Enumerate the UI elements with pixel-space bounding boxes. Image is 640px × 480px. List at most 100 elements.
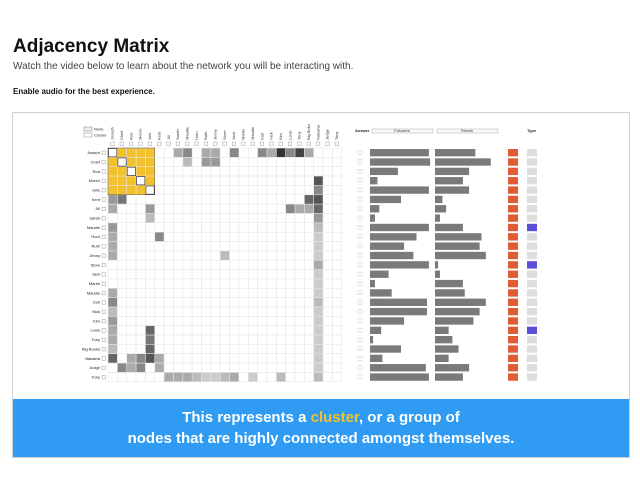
matrix-cell	[304, 231, 314, 242]
matrix-cell	[163, 334, 174, 345]
matrix-cell	[229, 297, 240, 308]
matrix-cell	[304, 222, 314, 233]
matrix-cell	[117, 231, 127, 242]
matrix-cell	[182, 213, 193, 224]
matrix-cell	[182, 194, 193, 205]
matrix-cell	[257, 259, 268, 270]
answer-checkbox	[357, 253, 363, 258]
column-label: Judge	[325, 128, 330, 140]
friends-bar	[435, 307, 480, 316]
matrix-edge	[211, 372, 220, 382]
matrix-cell	[107, 147, 118, 158]
matrix-cell	[248, 157, 258, 167]
matrix-cell	[154, 166, 165, 177]
answer-checkbox	[357, 262, 363, 267]
row-label: Jack	[92, 272, 100, 277]
matrix-edge	[136, 363, 146, 373]
matrix-cell	[182, 269, 193, 280]
matrix-cell	[210, 334, 221, 345]
matrix-edge	[108, 316, 118, 326]
row-label: Jill	[95, 206, 100, 211]
type-marker	[527, 354, 537, 363]
matrix-cell	[294, 269, 305, 280]
matrix-cell	[163, 259, 174, 270]
matrix-cell	[322, 250, 333, 261]
matrix-cell	[135, 259, 146, 270]
matrix-cell	[163, 353, 174, 364]
column-checkbox	[110, 141, 115, 146]
matrix-cell	[248, 250, 258, 261]
matrix-cell	[219, 259, 230, 270]
matrix-cell	[276, 306, 286, 317]
matrix-cell	[173, 250, 184, 261]
matrix-cell	[107, 362, 118, 373]
matrix-cell	[257, 325, 268, 336]
matrix-cell	[219, 288, 230, 298]
matrix-edge	[127, 185, 136, 195]
matrix-cell	[294, 241, 305, 252]
matrix-cell	[182, 185, 193, 196]
matrix-cell	[154, 185, 165, 196]
type-marker	[527, 317, 537, 325]
followers-bar	[370, 289, 392, 297]
matrix-cell	[210, 325, 221, 336]
matrix-cell	[266, 316, 277, 326]
matrix-cell	[163, 250, 174, 261]
matrix-edge	[117, 167, 127, 176]
matrix-cell	[210, 316, 221, 326]
matrix-cell	[238, 213, 249, 224]
type-marker	[527, 279, 537, 288]
matrix-cell	[145, 297, 155, 308]
type-marker	[527, 149, 537, 157]
matrix-cell	[191, 147, 202, 158]
matrix-edge	[145, 344, 155, 354]
matrix-cell	[257, 372, 268, 382]
video-player[interactable]: Node Cluster Joseph Chief Rod Moren Julo Kent Ji…	[12, 112, 630, 458]
matrix-cell	[248, 213, 258, 224]
matrix-cell	[117, 372, 127, 382]
matrix-cell	[191, 185, 202, 196]
matrix-cell	[294, 231, 305, 242]
matrix-cell	[322, 325, 333, 336]
matrix-edge	[314, 204, 323, 214]
matrix-cell	[219, 194, 230, 205]
matrix-cell	[304, 213, 314, 224]
type-marker	[527, 167, 537, 176]
matrix-edge	[314, 297, 323, 307]
matrix-cell	[332, 231, 342, 242]
matrix-cell	[135, 175, 146, 186]
row-checkbox	[101, 300, 106, 305]
caption-text-post: , or a group of	[358, 409, 460, 426]
followers-bar	[370, 364, 426, 372]
followers-bar	[370, 261, 429, 269]
answer-checkbox	[357, 327, 363, 333]
answer-checkbox	[357, 169, 363, 174]
followers-bar	[370, 158, 431, 166]
matrix-cell	[163, 166, 174, 177]
matrix-cell	[182, 203, 193, 214]
matrix-cell	[304, 372, 314, 382]
matrix-cell	[322, 175, 333, 186]
group-marker	[508, 177, 518, 185]
matrix-cell	[135, 241, 146, 252]
matrix-cell	[266, 353, 277, 364]
matrix-cell	[210, 288, 221, 298]
matrix-cell	[294, 213, 305, 224]
matrix-cell	[276, 316, 286, 326]
group-marker	[508, 233, 518, 241]
group-marker	[508, 186, 518, 194]
matrix-cell	[304, 278, 314, 289]
column-label: Joseph	[110, 127, 115, 140]
group-marker	[508, 345, 518, 353]
matrix-cell	[332, 166, 342, 177]
matrix-cell	[238, 147, 249, 158]
column-label: Jack	[231, 132, 236, 140]
followers-bar	[370, 177, 378, 185]
matrix-cell	[145, 194, 155, 205]
matrix-cell	[154, 297, 165, 308]
row-label: Tony	[92, 374, 100, 379]
followers-bar	[370, 298, 428, 306]
matrix-cell	[294, 353, 305, 364]
matrix-cell	[304, 344, 314, 354]
matrix-cell	[210, 175, 221, 186]
